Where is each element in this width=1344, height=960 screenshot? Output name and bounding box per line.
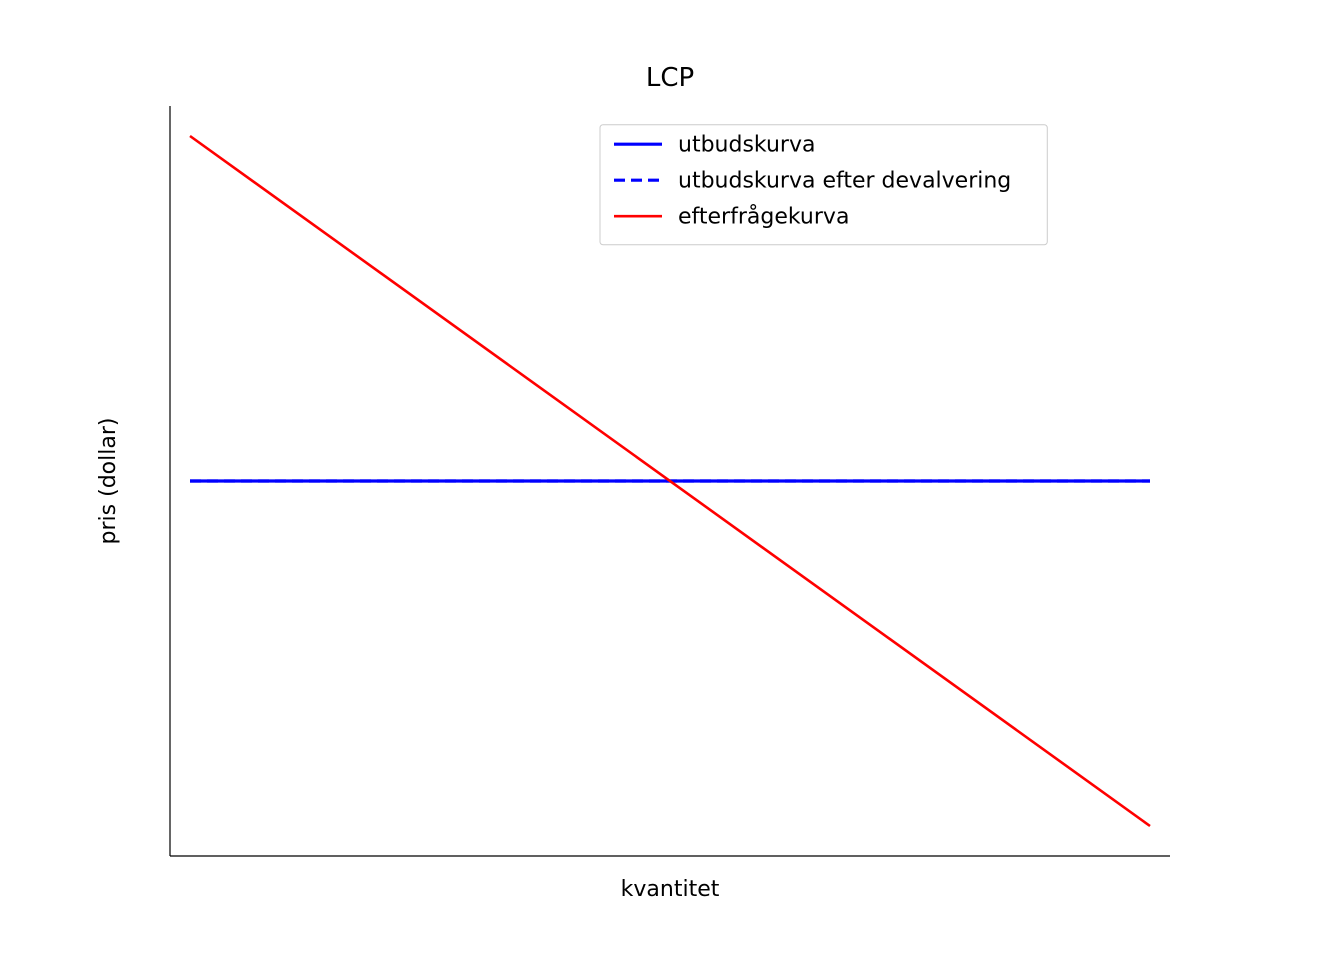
chart-title: LCP — [646, 63, 694, 93]
chart-svg: LCP kvantitet pris (dollar) utbudskurva utbu… — [0, 0, 1344, 960]
legend-label: efterfrågekurva — [678, 203, 849, 229]
x-axis-label: kvantitet — [621, 877, 720, 902]
chart-container: LCP kvantitet pris (dollar) utbudskurva utbu… — [0, 0, 1344, 960]
legend-label: utbudskurva efter devalvering — [678, 168, 1011, 193]
y-axis-label: pris (dollar) — [96, 418, 121, 545]
legend-label: utbudskurva — [678, 132, 815, 157]
